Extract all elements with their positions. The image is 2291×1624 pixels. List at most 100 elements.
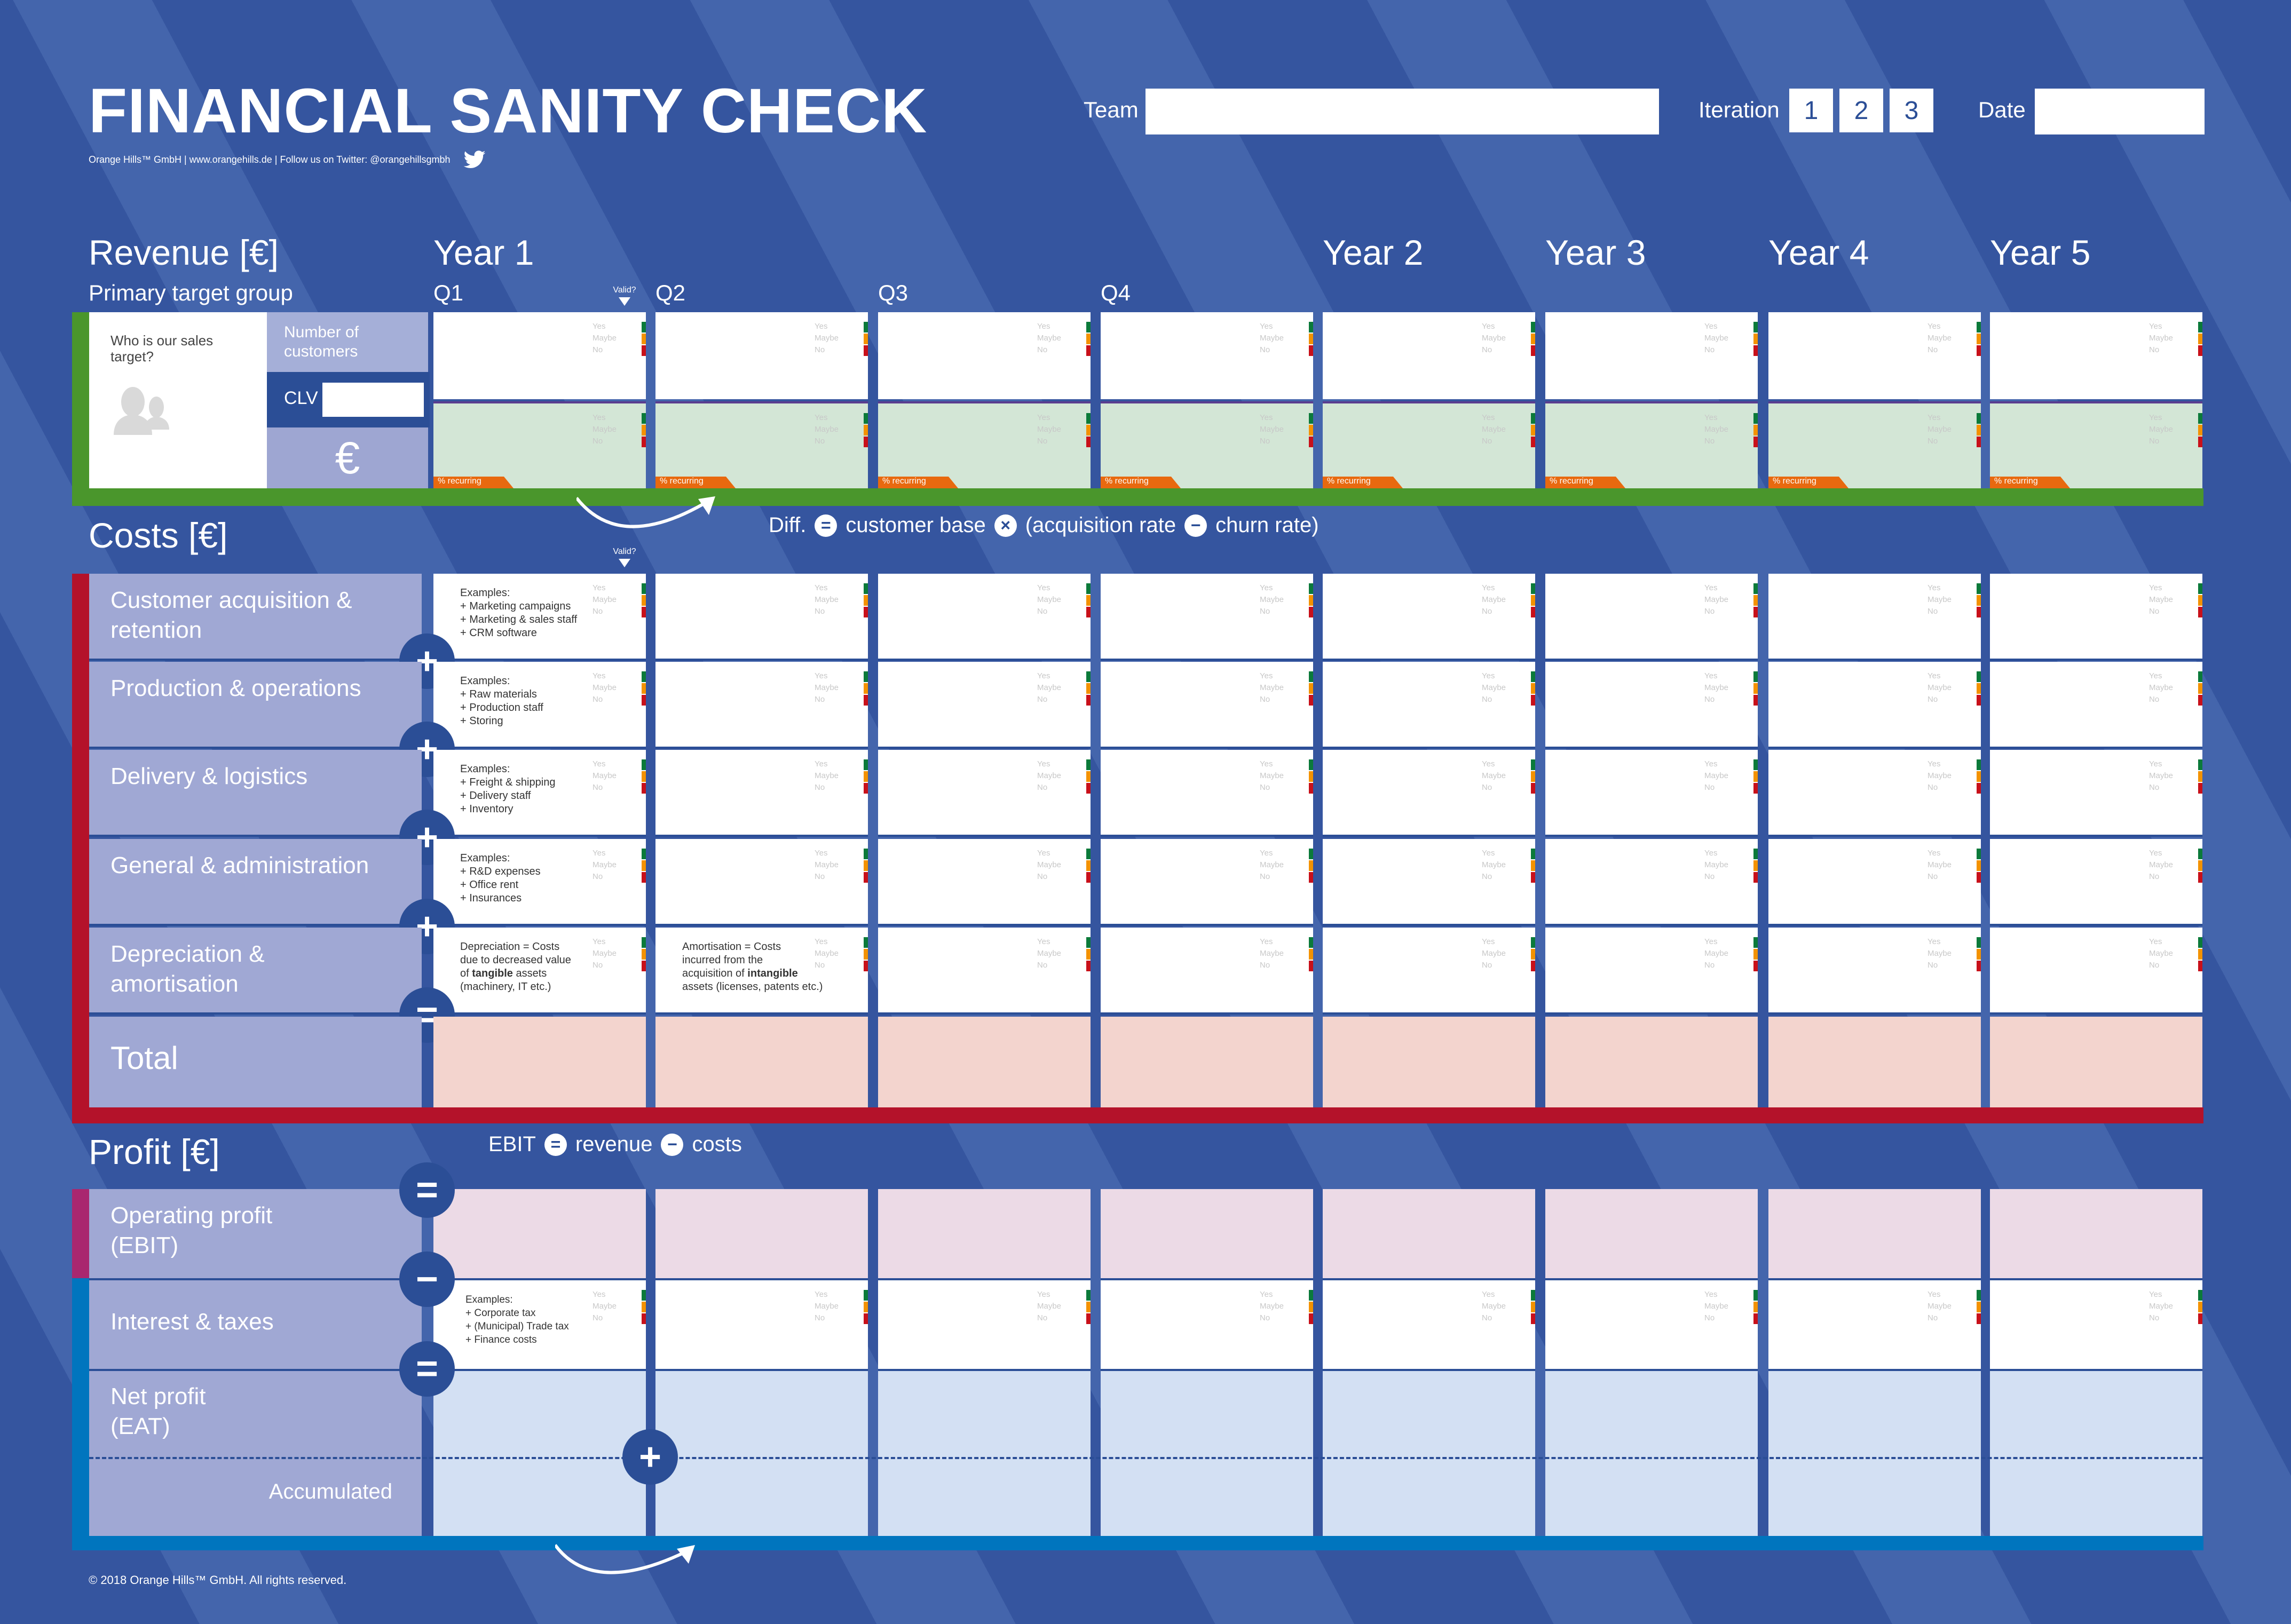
validity-no[interactable]: No <box>1704 607 1715 616</box>
validity-yes[interactable]: Yes <box>1704 413 1718 422</box>
validity-maybe[interactable]: Maybe <box>2149 425 2174 434</box>
iteration-3[interactable]: 3 <box>1890 89 1933 132</box>
validity-yes[interactable]: Yes <box>1482 322 1495 331</box>
validity-indicator[interactable]: Yes Maybe No <box>1927 1289 1981 1324</box>
cost-cell[interactable]: Yes Maybe No <box>1990 839 2202 926</box>
cost-cell[interactable]: Yes Maybe No <box>1545 750 1758 837</box>
validity-no[interactable]: No <box>1482 437 1492 446</box>
validity-maybe[interactable]: Maybe <box>815 860 839 869</box>
validity-no[interactable]: No <box>1037 961 1048 970</box>
validity-yes[interactable]: Yes <box>2149 759 2162 769</box>
iteration-2[interactable]: 2 <box>1839 89 1883 132</box>
ebit-cell[interactable] <box>1545 1189 1758 1278</box>
total-cost-cell[interactable] <box>1323 1017 1535 1107</box>
validity-maybe[interactable]: Maybe <box>1037 595 1062 604</box>
validity-indicator[interactable]: Yes Maybe No <box>2149 758 2202 794</box>
recurring-tag[interactable]: % recurring <box>433 477 514 488</box>
validity-indicator[interactable]: Yes Maybe No <box>815 758 868 794</box>
validity-indicator[interactable]: Yes Maybe No <box>1927 758 1981 794</box>
validity-maybe[interactable]: Maybe <box>1482 949 1506 958</box>
validity-no[interactable]: No <box>592 872 603 881</box>
validity-no[interactable]: No <box>1260 695 1270 704</box>
validity-yes[interactable]: Yes <box>1704 583 1718 592</box>
validity-yes[interactable]: Yes <box>1927 583 1941 592</box>
total-cost-cell[interactable] <box>1990 1017 2202 1107</box>
validity-yes[interactable]: Yes <box>2149 937 2162 946</box>
validity-indicator[interactable]: Yes Maybe No <box>1704 582 1758 617</box>
validity-indicator[interactable]: Yes Maybe No <box>1482 1289 1535 1324</box>
validity-indicator[interactable]: Yes Maybe No <box>2149 847 2202 883</box>
validity-indicator[interactable]: Yes Maybe No <box>815 582 868 617</box>
validity-yes[interactable]: Yes <box>592 322 606 331</box>
revenue-amount-cell[interactable]: Yes Maybe No % recurring <box>1323 401 1535 488</box>
validity-maybe[interactable]: Maybe <box>1927 334 1952 343</box>
cost-cell[interactable]: Yes Maybe No <box>1545 662 1758 749</box>
validity-indicator[interactable]: Yes Maybe No <box>1704 321 1758 356</box>
target-group-card[interactable]: Who is our sales target? <box>89 312 267 488</box>
validity-maybe[interactable]: Maybe <box>815 771 839 780</box>
validity-yes[interactable]: Yes <box>592 413 606 422</box>
validity-yes[interactable]: Yes <box>1260 583 1273 592</box>
cost-cell[interactable]: Yes Maybe No <box>878 574 1091 661</box>
validity-yes[interactable]: Yes <box>1927 413 1941 422</box>
validity-yes[interactable]: Yes <box>1927 322 1941 331</box>
validity-indicator[interactable]: Yes Maybe No <box>1260 321 1313 356</box>
recurring-tag[interactable]: % recurring <box>1768 477 1848 488</box>
validity-maybe[interactable]: Maybe <box>1704 334 1729 343</box>
validity-no[interactable]: No <box>1927 345 1938 354</box>
cost-cell[interactable]: Yes Maybe No <box>1323 750 1535 837</box>
validity-maybe[interactable]: Maybe <box>1927 683 1952 692</box>
validity-indicator[interactable]: Yes Maybe No <box>1482 847 1535 883</box>
validity-no[interactable]: No <box>1260 783 1270 792</box>
ebit-cell[interactable] <box>1768 1189 1981 1278</box>
validity-maybe[interactable]: Maybe <box>1482 683 1506 692</box>
validity-yes[interactable]: Yes <box>1704 759 1718 769</box>
validity-yes[interactable]: Yes <box>1037 583 1050 592</box>
validity-no[interactable]: No <box>1037 345 1048 354</box>
validity-indicator[interactable]: Yes Maybe No <box>592 582 646 617</box>
cost-cell[interactable]: Yes Maybe No <box>878 750 1091 837</box>
validity-yes[interactable]: Yes <box>1927 849 1941 858</box>
validity-indicator[interactable]: Yes Maybe No <box>815 1289 868 1324</box>
validity-maybe[interactable]: Maybe <box>1482 860 1506 869</box>
validity-no[interactable]: No <box>1927 783 1938 792</box>
iteration-1[interactable]: 1 <box>1789 89 1833 132</box>
validity-yes[interactable]: Yes <box>1704 1290 1718 1299</box>
validity-indicator[interactable]: Yes Maybe No <box>1037 936 1091 971</box>
cost-cell[interactable]: Yes Maybe No <box>1545 839 1758 926</box>
validity-indicator[interactable]: Yes Maybe No <box>2149 412 2202 447</box>
validity-yes[interactable]: Yes <box>1704 849 1718 858</box>
validity-indicator[interactable]: Yes Maybe No <box>1482 321 1535 356</box>
netprofit-cell[interactable] <box>1990 1369 2202 1536</box>
validity-yes[interactable]: Yes <box>1482 413 1495 422</box>
validity-yes[interactable]: Yes <box>815 937 828 946</box>
cost-cell[interactable]: Yes Maybe No <box>655 839 868 926</box>
validity-maybe[interactable]: Maybe <box>1037 425 1062 434</box>
validity-no[interactable]: No <box>1927 961 1938 970</box>
validity-indicator[interactable]: Yes Maybe No <box>1704 847 1758 883</box>
validity-maybe[interactable]: Maybe <box>1704 771 1729 780</box>
revenue-customers-cell[interactable]: Yes Maybe No <box>1323 312 1535 399</box>
validity-yes[interactable]: Yes <box>592 937 606 946</box>
cost-cell[interactable]: Yes Maybe No <box>1323 839 1535 926</box>
revenue-amount-cell[interactable]: Yes Maybe No % recurring <box>1101 401 1313 488</box>
validity-no[interactable]: No <box>1482 783 1492 792</box>
netprofit-cell[interactable] <box>1768 1369 1981 1536</box>
validity-indicator[interactable]: Yes Maybe No <box>815 936 868 971</box>
validity-yes[interactable]: Yes <box>1482 759 1495 769</box>
validity-yes[interactable]: Yes <box>2149 1290 2162 1299</box>
validity-yes[interactable]: Yes <box>1927 1290 1941 1299</box>
validity-no[interactable]: No <box>1704 961 1715 970</box>
total-cost-cell[interactable] <box>655 1017 868 1107</box>
validity-indicator[interactable]: Yes Maybe No <box>1260 412 1313 447</box>
validity-maybe[interactable]: Maybe <box>592 683 617 692</box>
validity-yes[interactable]: Yes <box>1482 849 1495 858</box>
total-cost-cell[interactable] <box>878 1017 1091 1107</box>
validity-indicator[interactable]: Yes Maybe No <box>1927 582 1981 617</box>
validity-yes[interactable]: Yes <box>1037 759 1050 769</box>
validity-no[interactable]: No <box>815 345 825 354</box>
validity-yes[interactable]: Yes <box>2149 671 2162 680</box>
validity-yes[interactable]: Yes <box>2149 413 2162 422</box>
validity-no[interactable]: No <box>1927 872 1938 881</box>
validity-maybe[interactable]: Maybe <box>1927 860 1952 869</box>
